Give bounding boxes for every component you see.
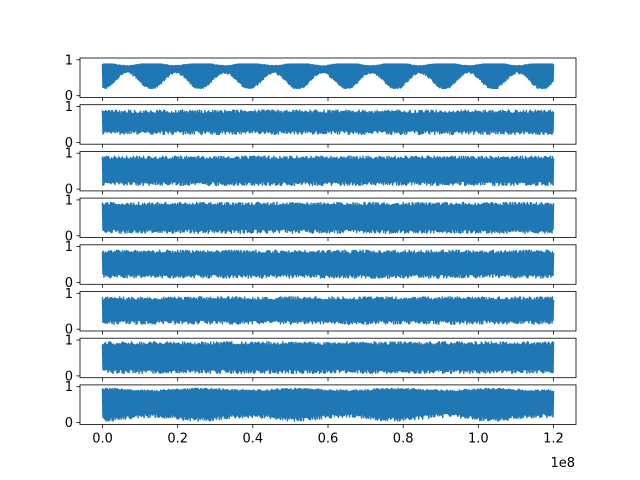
subplot-3: 01 (65, 147, 577, 198)
subplot-7: 01 (65, 333, 577, 384)
y-tick-label-8-1: 1 (65, 380, 73, 395)
x-tick-label-0: 0.0 (92, 431, 113, 446)
x-offset-label: 1e8 (550, 456, 575, 471)
x-tick-label-5: 1.0 (468, 431, 489, 446)
x-tick-label-4: 0.8 (393, 431, 414, 446)
y-tick-label-7-0: 0 (65, 369, 73, 384)
subplot-4: 01 (65, 193, 577, 244)
y-tick-label-4-0: 0 (65, 229, 73, 244)
y-tick-label-8-0: 0 (65, 416, 73, 431)
y-tick-label-5-0: 0 (65, 276, 73, 291)
x-tick-label-6: 1.2 (543, 431, 564, 446)
series-line-6 (101, 296, 555, 325)
series-line-1 (101, 63, 555, 89)
y-tick-label-6-1: 1 (65, 287, 73, 302)
series-line-3 (101, 155, 555, 187)
series-line-7 (101, 341, 555, 375)
subplot-8: 0 1 0.0 0.2 0.4 0.6 0.8 1.0 1.2 (65, 380, 577, 446)
y-tick-label-2-0: 0 (65, 136, 73, 151)
y-tick-label-1-0: 0 (65, 89, 73, 104)
subplot-5: 01 (65, 240, 577, 291)
y-tick-label-6-0: 0 (65, 323, 73, 338)
series-line-4 (101, 201, 555, 235)
y-tick-label-3-1: 1 (65, 147, 73, 162)
x-tick-label-3: 0.6 (318, 431, 339, 446)
subplot-1: 01 (65, 53, 577, 104)
x-tick-label-1: 0.2 (167, 431, 188, 446)
x-tick-label-2: 0.4 (243, 431, 264, 446)
y-tick-label-1-1: 1 (65, 53, 73, 68)
y-tick-label-4-1: 1 (65, 193, 73, 208)
subplot-6: 01 (65, 287, 577, 338)
series-line-5 (101, 249, 555, 279)
y-tick-label-5-1: 1 (65, 240, 73, 255)
subplot-2: 01 (65, 100, 577, 151)
y-tick-label-3-0: 0 (65, 183, 73, 198)
y-tick-label-2-1: 1 (65, 100, 73, 115)
series-line-2 (101, 109, 555, 136)
series-line-8 (101, 387, 555, 422)
y-tick-label-7-1: 1 (65, 333, 73, 348)
